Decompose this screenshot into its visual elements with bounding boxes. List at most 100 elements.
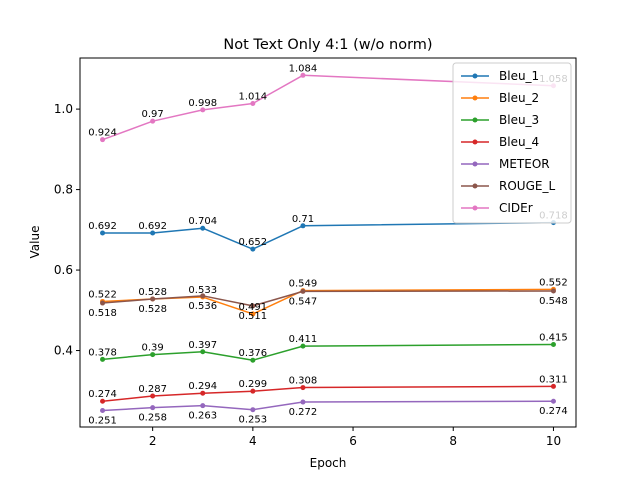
data-label-bleu-1: 0.652 [239,237,268,248]
x-axis-label: Epoch [310,456,347,470]
data-label-meteor: 0.253 [239,415,268,426]
plot-frame [79,57,577,428]
y-tick-label: 0.6 [54,263,73,277]
data-point-bleu-3 [250,357,256,363]
legend-label-cider: CIDEr [499,201,533,215]
plot-area: 0.6920.6920.7040.6520.710.7180.5220.5280… [88,63,568,426]
legend: Bleu_1 Bleu_2 Bleu_3 Bleu_4 METEOR ROUGE_L CID… [452,62,572,224]
legend-label-bleu-4: Bleu_4 [499,135,539,149]
data-label-bleu-2: 0.533 [188,285,217,296]
data-label-bleu-4: 0.308 [289,376,318,387]
y-axis-label: Value [28,226,42,259]
y-tick-label: 1.0 [54,102,73,116]
data-point-meteor [250,407,256,413]
series-line-rouge-l [102,290,554,307]
x-tick-label: 6 [349,434,357,448]
data-point-bleu-3 [150,352,156,358]
data-point-rouge-l [300,288,306,294]
y-tick-label: 0.8 [54,183,73,197]
legend-marker-bleu-2 [472,95,478,101]
data-point-rouge-l [250,303,256,309]
x-tick-label: 2 [149,434,157,448]
data-point-bleu-1 [250,246,256,252]
data-label-bleu-2: 0.528 [138,287,167,298]
x-tick-label: 8 [449,434,457,448]
x-tick-label: 4 [249,434,257,448]
data-label-bleu-4: 0.274 [88,389,117,400]
data-point-rouge-l [200,293,206,299]
data-label-bleu-3: 0.411 [289,334,318,345]
data-label-bleu-1: 0.704 [188,216,217,227]
data-point-bleu-1 [150,230,156,236]
data-point-bleu-4 [300,385,306,391]
data-point-meteor [550,398,556,404]
data-label-cider: 0.924 [88,128,117,139]
data-label-bleu-2: 0.491 [239,302,268,313]
data-label-rouge-l: 0.536 [188,301,217,312]
data-label-bleu-2: 0.522 [88,289,117,300]
series-bleu-1 [100,220,556,252]
data-label-bleu-4: 0.294 [188,381,217,392]
chart-title: Not Text Only 4:1 (w/o norm) [223,37,432,53]
legend-box [452,62,572,224]
data-label-bleu-4: 0.287 [138,384,167,395]
x-tick-label: 10 [546,434,561,448]
data-point-cider [100,137,106,143]
data-point-bleu-1 [300,223,306,229]
y-tick-label: 0.4 [54,344,73,358]
series-meteor [100,398,556,414]
data-point-rouge-l [550,288,556,294]
data-label-bleu-3: 0.378 [88,347,117,358]
legend-label-bleu-3: Bleu_3 [499,113,539,127]
legend-marker-bleu-3 [472,117,478,123]
data-label-cider: 1.084 [289,63,318,74]
legend-label-bleu-2: Bleu_2 [499,91,539,105]
series-line-bleu-2 [102,288,554,315]
series-rouge-l [100,288,556,309]
legend-label-meteor: METEOR [499,157,550,171]
data-point-bleu-4 [150,393,156,399]
data-label-rouge-l: 0.511 [239,311,268,322]
data-label-bleu-1: 0.71 [292,214,314,225]
data-label-bleu-2: 0.552 [539,277,568,288]
legend-marker-meteor [472,161,478,167]
data-point-bleu-3 [100,356,106,362]
data-label-bleu-3: 0.415 [539,333,568,344]
series-line-bleu-1 [102,221,554,250]
data-label-rouge-l: 0.528 [138,304,167,315]
data-point-bleu-4 [100,398,106,404]
series-line-meteor [102,400,554,412]
data-point-cider [150,118,156,124]
data-label-bleu-3: 0.39 [142,343,164,354]
data-label-bleu-1: 0.692 [138,221,167,232]
data-label-bleu-2: 0.549 [289,279,318,290]
data-label-meteor: 0.274 [539,406,568,417]
axes: 2 4 6 8 10 0.4 0.6 0.8 1.0 [54,57,577,448]
data-point-cider [300,72,306,78]
data-point-bleu-2 [250,311,256,317]
data-point-meteor [150,405,156,411]
data-point-bleu-1 [200,225,206,231]
data-label-cider: 0.97 [142,109,164,120]
data-point-meteor [300,399,306,405]
data-label-bleu-4: 0.299 [239,379,268,390]
data-point-rouge-l [150,296,156,302]
legend-marker-cider [472,205,478,211]
data-point-bleu-3 [550,342,556,348]
data-label-bleu-3: 0.376 [239,348,268,359]
data-point-meteor [200,403,206,409]
data-point-meteor [100,408,106,414]
series-line-cider [102,74,554,141]
data-point-cider [250,100,256,106]
data-label-meteor: 0.251 [88,416,117,427]
data-point-bleu-4 [550,383,556,389]
data-point-rouge-l [100,300,106,306]
series-line-bleu-4 [102,385,554,402]
data-label-bleu-3: 0.397 [188,340,217,351]
data-point-bleu-4 [200,390,206,396]
data-label-meteor: 0.263 [188,411,217,422]
data-label-bleu-1: 0.692 [88,221,117,232]
legend-marker-bleu-4 [472,139,478,145]
series-line-bleu-3 [102,343,554,361]
